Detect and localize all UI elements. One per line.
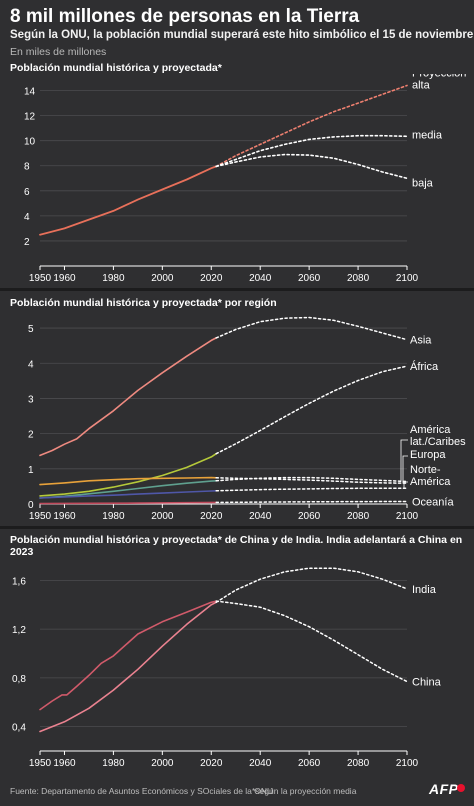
series-label-latam: América lat./Caribes: [410, 424, 466, 448]
series-north_america-projection: [215, 487, 408, 492]
x-tick-label: 2060: [298, 758, 321, 769]
x-tick-label: 2060: [298, 273, 321, 284]
footnote: *según la proyección media: [252, 786, 357, 796]
y-tick-label: 0: [28, 500, 34, 511]
x-tick-label: 1960: [53, 758, 76, 769]
x-tick-label: 2100: [396, 511, 419, 522]
x-tick-label: 2100: [396, 758, 419, 769]
y-tick-label: 0,4: [12, 723, 26, 734]
afp-logo: AFP: [429, 781, 459, 797]
chart-china-india: 0,4 0,8 1,2 1,6 1950 1960 1980 2000 2020 2040 2060…: [12, 567, 442, 769]
x-tick-label: 2000: [151, 511, 174, 522]
series-asia-historical: [39, 337, 217, 457]
x-tick-label: 1950: [29, 273, 52, 284]
y-tick-label: 5: [28, 324, 34, 335]
series-africa-historical: [39, 452, 217, 497]
series-label-china: China: [412, 677, 442, 689]
page-subtitle: Según la ONU, la población mundial super…: [10, 29, 474, 41]
series-projection-baja: [215, 153, 408, 180]
y-tick-label: 14: [24, 87, 36, 98]
series-label-europe: Europa: [410, 449, 446, 461]
chart-regions: 0 1 2 3 4 5 1950 1960 1980 2000 2020 2040 2060 2080 21…: [28, 316, 466, 522]
afp-logo-dot-icon: [457, 784, 465, 792]
series-label-north-america: Norte-América: [410, 464, 451, 488]
series-latam-historical: [39, 480, 217, 499]
x-tick-label: 2080: [347, 758, 370, 769]
series-north_america-historical: [39, 490, 217, 499]
y-tick-label: 6: [24, 187, 30, 198]
chart-world: 2 4 6 8 10 12 14 1950 1960 1980 2000 2020 2040 2060 20…: [24, 74, 466, 284]
y-tick-label: 1: [28, 465, 34, 476]
chart2-title: Población mundial histórica y proyectada…: [10, 297, 277, 309]
y-tick-label: 2: [28, 430, 34, 441]
x-tick-label: 2060: [298, 511, 321, 522]
y-tick-label: 0,8: [12, 674, 26, 685]
x-tick-label: 2000: [151, 758, 174, 769]
leader-line-north-america: [403, 481, 408, 489]
y-tick-label: 1,2: [12, 625, 26, 636]
series-projection-alta: [215, 84, 408, 168]
series-africa-projection: [215, 365, 408, 455]
y-tick-label: 12: [24, 112, 36, 123]
y-tick-label: 4: [28, 359, 34, 370]
series-label-asia: Asia: [410, 335, 432, 347]
series-oceania-historical: [39, 501, 217, 505]
series-europe-projection: [215, 477, 408, 484]
x-tick-label: 2020: [200, 511, 223, 522]
leader-line-latam: [400, 439, 408, 482]
divider: [0, 526, 474, 529]
series-label-india: India: [412, 584, 437, 596]
x-tick-label: 1950: [29, 511, 52, 522]
series-europe-historical: [39, 476, 217, 486]
series-oceania-projection: [215, 500, 408, 504]
series-label-oceania: Oceanía: [412, 497, 454, 509]
x-tick-label: 1980: [102, 511, 125, 522]
x-tick-label: 1960: [53, 273, 76, 284]
x-tick-label: 2080: [347, 273, 370, 284]
x-tick-label: 2000: [151, 273, 174, 284]
series-projection-media: [215, 134, 408, 168]
y-tick-label: 10: [24, 137, 36, 148]
x-tick-label: 2020: [200, 758, 223, 769]
x-tick-label: 2040: [249, 511, 272, 522]
x-tick-label: 2100: [396, 273, 419, 284]
x-tick-label: 1950: [29, 758, 52, 769]
x-tick-label: 1980: [102, 758, 125, 769]
divider: [0, 288, 474, 291]
series-asia-projection: [215, 316, 408, 341]
chart1-title: Población mundial histórica y proyectada…: [10, 62, 222, 74]
y-tick-label: 1,6: [12, 576, 26, 587]
x-tick-label: 1960: [53, 511, 76, 522]
y-tick-label: 4: [24, 212, 30, 223]
series-label-alta: Proyecciónalta: [412, 74, 466, 92]
page-title: 8 mil millones de personas en la Tierra: [10, 6, 360, 27]
x-tick-label: 2080: [347, 511, 370, 522]
x-tick-label: 2020: [200, 273, 223, 284]
series-china-historical: [39, 600, 217, 711]
series-label-africa: África: [410, 360, 439, 373]
y-tick-label: 2: [24, 237, 30, 248]
series-india-projection: [215, 567, 408, 604]
leader-line-europe: [402, 455, 408, 484]
series-latam-projection: [215, 476, 408, 483]
series-india-historical: [39, 601, 217, 733]
source-note: Fuente: Departamento de Asuntos Económic…: [10, 786, 274, 796]
unit-label: En miles de millones: [10, 46, 107, 58]
x-tick-label: 2040: [249, 758, 272, 769]
x-tick-label: 2040: [249, 273, 272, 284]
series-china-projection: [215, 600, 408, 683]
series-world-historical: [39, 165, 218, 236]
series-label-media: media: [412, 129, 443, 141]
chart3-title: Población mundial histórica y proyectada…: [10, 534, 463, 558]
x-tick-label: 1980: [102, 273, 125, 284]
y-tick-label: 8: [24, 162, 30, 173]
y-tick-label: 3: [28, 394, 34, 405]
series-label-baja: baja: [412, 177, 434, 189]
